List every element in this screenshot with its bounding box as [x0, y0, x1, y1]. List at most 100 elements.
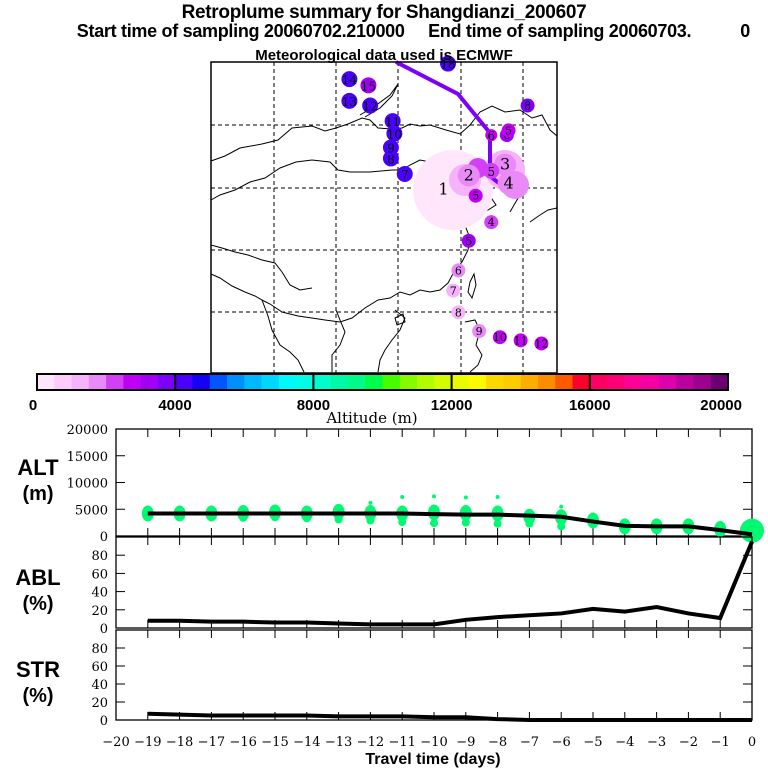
colorbar-swatch: [227, 374, 245, 390]
coastline-china-east: [210, 179, 497, 323]
colorbar-swatch: [347, 374, 366, 390]
y-tick-label: 5000: [75, 503, 108, 518]
colorbar-frame: [36, 373, 729, 391]
colorbar-swatch: [520, 374, 539, 390]
colorbar-swatch: [486, 374, 504, 390]
colorbar-swatch: [434, 374, 453, 390]
colorbar-swatch: [157, 374, 176, 390]
plume-point-marker: [534, 336, 549, 351]
y-tick-label: 60: [91, 660, 108, 675]
sampling-times: Start time of sampling 20060702.210000 E…: [0, 21, 768, 42]
series-line-abl: [147, 540, 754, 627]
panel-frame: [115, 629, 753, 721]
y-tick-label: 40: [91, 678, 108, 693]
trajectory-point-label: 18: [440, 58, 455, 72]
y-tick-label: 0: [100, 622, 108, 637]
x-tick-label: −10: [420, 735, 447, 750]
colorbar-label: Altitude (m): [325, 409, 417, 427]
colorbar-tick-label: 8000: [297, 397, 330, 414]
colorbar-swatch: [365, 374, 383, 390]
trajectory-point-label: 4: [503, 173, 513, 192]
panel-ylabel: STR: [16, 657, 60, 682]
y-tick-label: 80: [91, 549, 108, 564]
colorbar-tick-label: 0: [29, 397, 37, 414]
plume-point-marker: [451, 305, 466, 320]
trajectory-point-label: 2: [464, 166, 474, 185]
plume-point-label: 9: [476, 325, 483, 338]
trajectory-point-marker: [494, 153, 517, 176]
trajectory-point-marker: [457, 164, 480, 187]
colorbar-swatch: [503, 374, 522, 390]
colorbar-swatch: [313, 374, 332, 390]
y-tick-label: 10000: [67, 477, 108, 492]
colorbar-swatch: [140, 374, 159, 390]
colorbar-swatch: [261, 374, 280, 390]
colorbar-swatch: [572, 374, 591, 390]
colorbar-swatch: [192, 374, 211, 390]
plume-point-label: 12: [534, 337, 548, 350]
colorbar-swatch: [658, 374, 677, 390]
plume-point-label: 8: [455, 306, 462, 319]
plume-point-marker: [451, 263, 466, 278]
scatter-point: [463, 495, 468, 500]
map-background: [211, 62, 557, 373]
panel-yunit: (%): [22, 593, 53, 615]
colorbar-tick-label: 20000: [700, 397, 742, 414]
x-tick-label: −19: [134, 735, 161, 750]
panel-ylabel: ABL: [15, 565, 60, 590]
x-tick-label: −4: [615, 735, 634, 750]
plume-point-marker: [461, 233, 476, 248]
x-tick-label: 0: [748, 735, 756, 750]
plume-point-label: 5: [472, 190, 479, 203]
trajectory-point-label: 11: [385, 115, 400, 129]
trajectory-point-marker: [360, 77, 377, 94]
trajectory-point-label: 1: [438, 180, 448, 199]
x-tick-label: −6: [552, 735, 571, 750]
x-tick-label: −1: [711, 735, 730, 750]
colorbar-swatch: [382, 374, 401, 390]
plume-point-marker: [468, 188, 483, 203]
colorbar-swatch: [106, 374, 124, 390]
x-tick-label: −17: [198, 735, 225, 750]
trajectory-point-marker: [386, 125, 403, 142]
trajectory-point-marker: [396, 165, 413, 182]
plume-point-marker: [501, 123, 516, 138]
plume-point-label: 11: [514, 334, 528, 347]
x-tick-label: −14: [293, 735, 320, 750]
y-tick-label: 20: [91, 604, 108, 619]
colorbar-swatch: [537, 374, 556, 390]
trajectory-point-label: 8: [387, 152, 395, 166]
colorbar-tick-label: 4000: [158, 397, 191, 414]
colorbar-swatch: [296, 374, 314, 390]
y-tick-label: 15000: [67, 450, 108, 465]
y-tick-label: 20000: [67, 423, 108, 438]
coastline-philippines: [464, 319, 483, 373]
scatter-point: [525, 519, 534, 528]
chart-title: Retroplume summary for Shangdianzi_20060…: [181, 2, 587, 23]
map-points: 123456789101112131415184567891011126585: [341, 55, 549, 351]
plume-point-marker: [446, 283, 461, 298]
panel-ylabel: ALT: [17, 455, 59, 480]
colorbar-swatch: [710, 374, 729, 390]
colorbar-swatch: [589, 374, 608, 390]
trajectory-point-label: 7: [401, 168, 409, 182]
scatter-point: [461, 518, 470, 527]
colorbar-swatch: [468, 374, 487, 390]
trajectory-point-label: 13: [342, 95, 357, 109]
plume-point-marker: [484, 215, 499, 230]
panel-yunit: (m): [22, 483, 53, 505]
panel-yunit: (%): [22, 685, 53, 707]
panel-str: 0 20 40 60 80 STR (%): [16, 629, 753, 729]
scatter-point: [430, 519, 438, 528]
plume-point-label: 10: [493, 331, 507, 344]
colorbar-swatch: [330, 374, 349, 390]
trajectory-point-marker: [497, 172, 520, 195]
colorbar-swatch: [555, 374, 574, 390]
coastline-japan: [529, 207, 558, 223]
end-time-value: 0: [740, 21, 750, 41]
trajectory-point-marker: [483, 162, 500, 179]
trajectory-point-label: 10: [387, 128, 402, 142]
colorbar-swatch: [175, 374, 193, 390]
x-tick-label: −12: [357, 735, 384, 750]
colorbar-tick-label: 12000: [431, 397, 473, 414]
